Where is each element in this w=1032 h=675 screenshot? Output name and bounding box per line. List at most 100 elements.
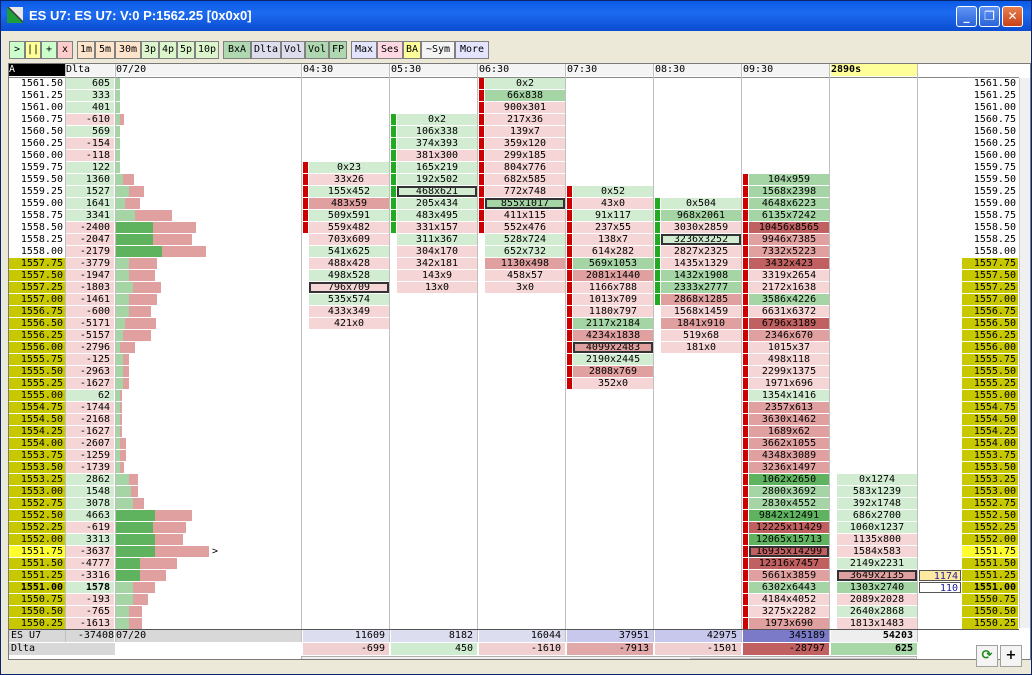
footprint-cell: 552x476	[485, 222, 565, 233]
price-label-right: 1554.25	[962, 426, 1018, 437]
footprint-cell: 0x1274	[837, 474, 917, 485]
toolbar-button-2[interactable]: +	[41, 41, 57, 59]
toolbar-button-18[interactable]: BA	[403, 41, 421, 59]
footprint-cell: 569x1053	[573, 258, 653, 269]
toolbar-button-12[interactable]: Dlta	[251, 41, 281, 59]
profile-bar-buy	[116, 498, 133, 509]
horizontal-scrollbar[interactable]	[301, 656, 917, 659]
toolbar-button-14[interactable]: Vol	[305, 41, 329, 59]
time-header: 08:30	[655, 64, 742, 76]
trend-bar	[567, 282, 572, 293]
price-label-right: 1552.75	[962, 498, 1018, 509]
refresh-icon[interactable]: ⟳	[976, 645, 998, 667]
profile-bar-buy	[116, 222, 153, 233]
title-bar[interactable]: ES U7: ES U7: V:0 P:1562.25 [0x0x0] _ ❐ …	[1, 1, 1031, 31]
price-label: 1557.25	[9, 282, 65, 293]
ladder-grid[interactable]: A Dlta 07/20 04:30 05:30 06:30 07:30 08:30 09:30…	[8, 63, 1031, 660]
footprint-cell: 772x748	[485, 186, 565, 197]
footprint-cell: 421x0	[309, 318, 389, 329]
toolbar-button-0[interactable]: >	[9, 41, 25, 59]
trend-bar	[391, 114, 396, 125]
trend-bar	[743, 462, 748, 473]
trend-bar	[567, 246, 572, 257]
trend-bar	[743, 366, 748, 377]
profile-bar-sell	[135, 210, 172, 221]
trend-bar	[479, 126, 484, 137]
toolbar-button-11[interactable]: BxA	[223, 41, 251, 59]
time-header: 09:30	[743, 64, 830, 76]
trend-bar	[743, 426, 748, 437]
toolbar-button-8[interactable]: 4p	[159, 41, 177, 59]
plus-icon[interactable]: +	[1000, 645, 1022, 667]
price-label-right: 1556.25	[962, 330, 1018, 341]
toolbar-button-13[interactable]: Vol	[281, 41, 305, 59]
volume-header: 2890s	[831, 64, 918, 76]
close-button[interactable]: ✕	[1002, 6, 1023, 27]
toolbar-button-16[interactable]: Max	[351, 41, 377, 59]
trend-bar	[567, 234, 572, 245]
footprint-cell: 2808x769	[573, 366, 653, 377]
price-label-right: 1561.25	[962, 90, 1018, 101]
minimize-button[interactable]: _	[956, 6, 977, 27]
trend-bar	[743, 606, 748, 617]
price-label-right: 1554.50	[962, 414, 1018, 425]
toolbar-button-9[interactable]: 5p	[177, 41, 195, 59]
toolbar-button-15[interactable]: FP	[329, 41, 347, 59]
footprint-cell: 3662x1055	[749, 438, 829, 449]
footprint-cell: 138x7	[573, 234, 653, 245]
delta-value: -1739	[66, 462, 114, 473]
footprint-cell: 2149x2231	[837, 558, 917, 569]
price-label: 1556.75	[9, 306, 65, 317]
trend-bar	[743, 546, 748, 557]
price-label: 1560.25	[9, 138, 65, 149]
toolbar-button-3[interactable]: x	[57, 41, 73, 59]
profile-bar-buy	[116, 366, 123, 377]
footprint-cell: 155x452	[309, 186, 389, 197]
delta-value: 2862	[66, 474, 114, 485]
profile-bar-sell	[123, 174, 134, 185]
profile-bar-buy	[116, 282, 133, 293]
toolbar-button-20[interactable]: More	[455, 41, 489, 59]
toolbar-button-10[interactable]: 10p	[195, 41, 219, 59]
profile-bar-sell	[133, 282, 161, 293]
trend-bar	[567, 222, 572, 233]
profile-bar-buy	[116, 474, 129, 485]
time-header: 04:30	[303, 64, 390, 76]
price-label: 1552.75	[9, 498, 65, 509]
toolbar-button-1[interactable]: ||	[25, 41, 41, 59]
price-label: 1554.50	[9, 414, 65, 425]
toolbar-button-19[interactable]: ~Sym	[421, 41, 455, 59]
profile-bar-buy	[116, 570, 140, 581]
footprint-cell: 91x117	[573, 210, 653, 221]
price-label-right: 1557.00	[962, 294, 1018, 305]
marker-arrow: >	[212, 546, 219, 557]
footprint-cell: 299x185	[485, 150, 565, 161]
profile-bar-sell	[162, 246, 206, 257]
trend-bar	[567, 306, 572, 317]
scroll-thumb[interactable]	[690, 658, 915, 659]
profile-bar-sell	[129, 474, 138, 485]
trend-bar	[479, 198, 484, 209]
trend-bar	[743, 186, 748, 197]
delta-value: 122	[66, 162, 114, 173]
price-label-right: 1556.75	[962, 306, 1018, 317]
trend-bar	[743, 258, 748, 269]
profile-bar-buy	[116, 558, 140, 569]
footer-delta: -7913	[567, 643, 653, 655]
maximize-button[interactable]: ❐	[979, 6, 1000, 27]
price-label-right: 1551.25	[962, 570, 1018, 581]
price-label-right: 1561.00	[962, 102, 1018, 113]
toolbar-button-6[interactable]: 30m	[115, 41, 141, 59]
footprint-cell: 3630x1462	[749, 414, 829, 425]
profile-bar-buy	[116, 234, 153, 245]
footer-date: 07/20	[116, 630, 301, 642]
toolbar-button-7[interactable]: 3p	[141, 41, 159, 59]
profile-bar-buy	[116, 210, 135, 221]
toolbar-button-4[interactable]: 1m	[77, 41, 95, 59]
toolbar-button-17[interactable]: Ses	[377, 41, 403, 59]
trend-bar	[743, 210, 748, 221]
toolbar-button-5[interactable]: 5m	[95, 41, 115, 59]
vertical-scrollbar[interactable]	[1019, 78, 1030, 628]
time-header: 05:30	[391, 64, 478, 76]
footprint-cell: 1166x788	[573, 282, 653, 293]
